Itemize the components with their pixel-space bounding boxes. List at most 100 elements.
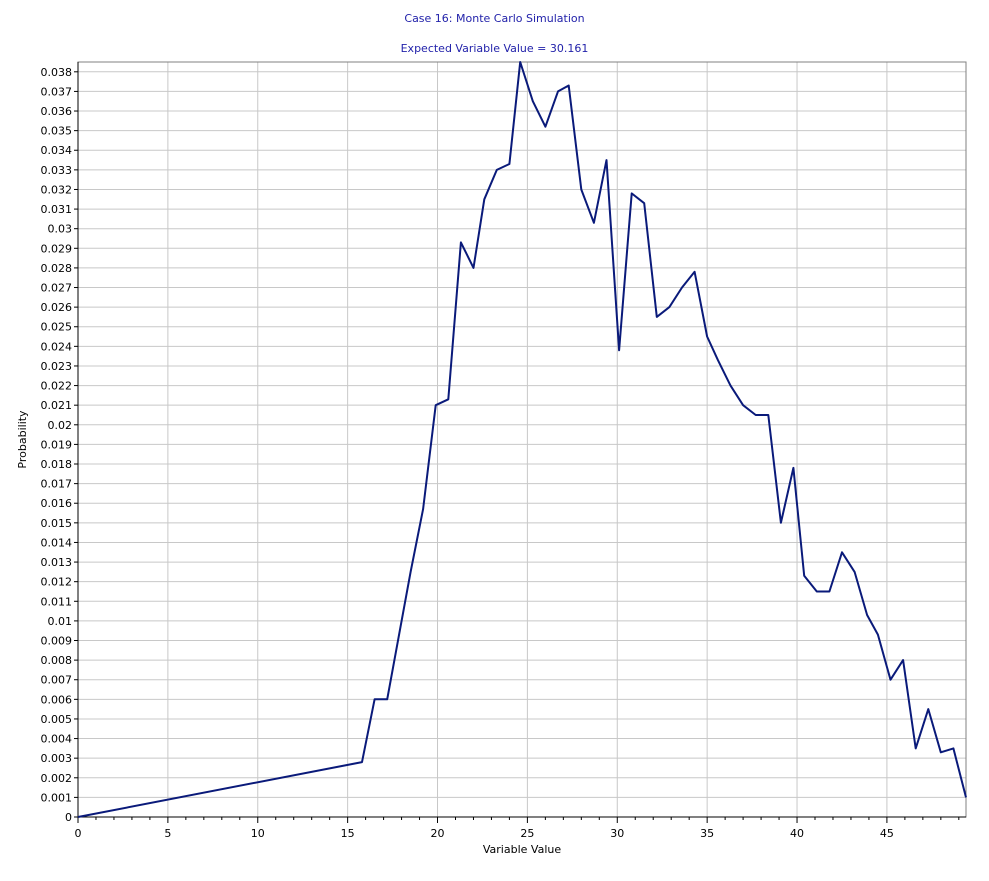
data-point [866,614,868,616]
data-point [460,241,462,243]
x-tick-label: 15 [341,827,355,840]
data-point [694,271,696,273]
data-point [915,747,917,749]
data-point [681,287,683,289]
data-point [803,575,805,577]
y-tick-label: 0.001 [41,791,73,804]
data-point [435,404,437,406]
data-point [557,90,559,92]
x-tick-label: 25 [520,827,534,840]
y-tick-label: 0.025 [41,321,73,334]
x-tick-label: 30 [610,827,624,840]
y-tick-label: 0.012 [41,576,73,589]
chart-subtitle: Expected Variable Value = 30.161 [400,42,589,55]
x-tick-label: 45 [880,827,894,840]
y-tick-label: 0.002 [41,772,73,785]
y-tick-label: 0.024 [41,340,73,353]
y-tick-label: 0.005 [41,713,73,726]
y-tick-label: 0.031 [41,203,73,216]
y-tick-label: 0.038 [41,66,73,79]
y-tick-label: 0.009 [41,635,73,648]
data-point [447,398,449,400]
y-tick-label: 0.037 [41,85,73,98]
data-point [519,61,521,63]
data-point [706,336,708,338]
data-point [780,522,782,524]
y-tick-label: 0.023 [41,360,73,373]
y-tick-label: 0.008 [41,654,73,667]
y-tick-label: 0.01 [48,615,73,628]
y-tick-label: 0.015 [41,517,73,530]
y-tick-label: 0.033 [41,164,73,177]
y-tick-label: 0.016 [41,497,73,510]
data-point [580,188,582,190]
data-point [730,385,732,387]
y-tick-label: 0.018 [41,458,73,471]
y-tick-label: 0.028 [41,262,73,275]
y-tick-label: 0.032 [41,183,73,196]
data-point [890,679,892,681]
data-point [828,590,830,592]
data-point [618,349,620,351]
x-tick-label: 0 [75,827,82,840]
data-point [605,159,607,161]
y-tick-label: 0.022 [41,380,73,393]
data-point [965,796,967,798]
x-tick-label: 20 [431,827,445,840]
data-point [927,708,929,710]
data-point [361,761,363,763]
y-tick-label: 0.017 [41,478,73,491]
plot-area [77,61,967,818]
y-tick-label: 0.006 [41,693,73,706]
y-tick-label: 0.027 [41,282,73,295]
x-axis: 0 5 10 15 20 25 30 35 40 45 [75,816,966,840]
y-axis-label: Probability [16,410,29,469]
data-point [717,359,719,361]
data-point [77,816,79,818]
data-point [742,404,744,406]
y-tick-label: 0.013 [41,556,73,569]
probability-series-line [77,61,967,818]
y-tick-label: 0.021 [41,399,73,412]
data-point [631,192,633,194]
y-tick-label: 0 [65,811,72,824]
data-point [422,508,424,510]
y-tick-label: 0.019 [41,438,73,451]
y-axis: 0 0.001 0.002 0.003 0.004 0.005 0.006 0.007 0.00… [41,62,79,824]
data-point [496,169,498,171]
data-point [952,747,954,749]
data-point [593,222,595,224]
data-point [816,590,818,592]
data-point [940,751,942,753]
data-point [483,198,485,200]
data-point [755,414,757,416]
data-point [544,126,546,128]
data-point [854,571,856,573]
y-tick-label: 0.007 [41,674,73,687]
data-point [767,414,769,416]
data-point [374,698,376,700]
data-point [532,100,534,102]
data-point [508,163,510,165]
y-tick-label: 0.036 [41,105,73,118]
y-tick-label: 0.029 [41,242,73,255]
y-tick-label: 0.034 [41,144,73,157]
y-tick-label: 0.014 [41,536,73,549]
data-points [77,61,967,818]
y-tick-label: 0.03 [48,223,73,236]
y-tick-label: 0.035 [41,125,73,138]
y-tick-label: 0.02 [48,419,73,432]
y-tick-label: 0.004 [41,733,73,746]
data-point [568,85,570,87]
data-point [643,202,645,204]
x-tick-label: 10 [251,827,265,840]
data-point [472,267,474,269]
data-point [877,634,879,636]
y-tick-label: 0.011 [41,595,73,608]
data-point [841,551,843,553]
data-point [399,630,401,632]
x-tick-label: 40 [790,827,804,840]
x-tick-label: 5 [164,827,171,840]
y-tick-label: 0.003 [41,752,73,765]
